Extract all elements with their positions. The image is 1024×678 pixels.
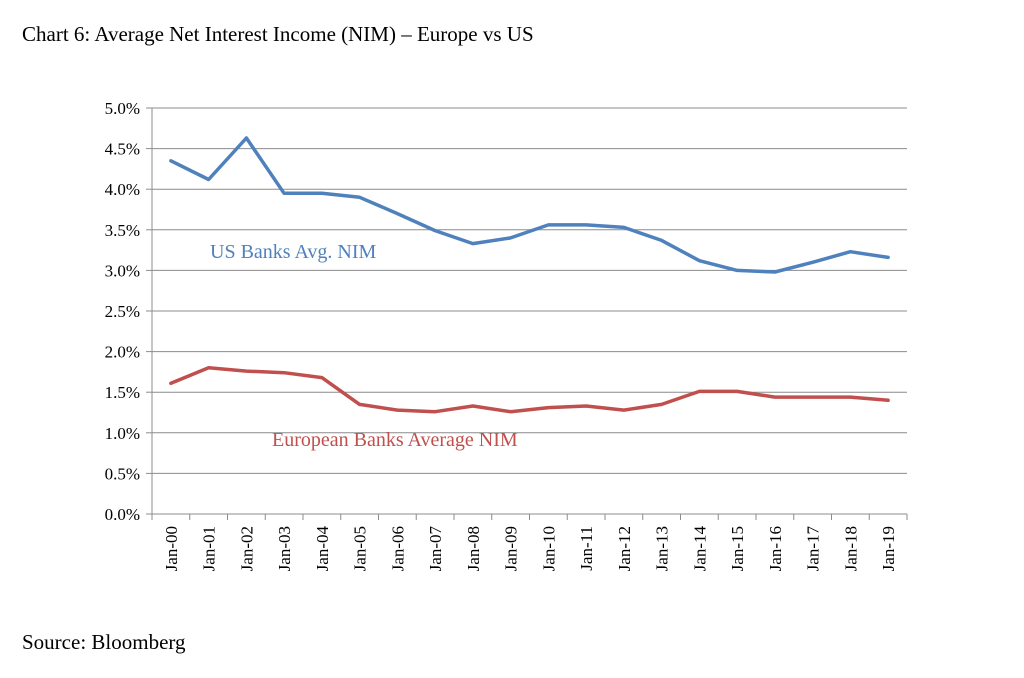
x-tick-label: Jan-05 (351, 526, 370, 571)
x-tick-label: Jan-07 (426, 526, 445, 572)
chart-title: Chart 6: Average Net Interest Income (NI… (22, 22, 534, 46)
y-tick-label: 3.0% (105, 261, 140, 280)
y-tick-label: 1.0% (105, 424, 140, 443)
y-tick-label: 4.5% (105, 140, 140, 159)
x-tick-label: Jan-14 (690, 526, 709, 572)
x-tick-label: Jan-03 (275, 526, 294, 571)
x-tick-label: Jan-12 (615, 526, 634, 571)
x-tick-label: Jan-15 (728, 526, 747, 571)
x-tick-label: Jan-06 (388, 526, 407, 571)
x-tick-label: Jan-17 (804, 526, 823, 572)
y-tick-label: 3.5% (105, 221, 140, 240)
y-tick-label: 0.0% (105, 505, 140, 524)
x-tick-label: Jan-08 (464, 526, 483, 571)
x-tick-label: Jan-02 (237, 526, 256, 571)
x-tick-label: Jan-18 (841, 526, 860, 571)
x-tick-label: Jan-10 (539, 526, 558, 571)
y-tick-label: 5.0% (105, 99, 140, 118)
us-series-line (169, 136, 890, 274)
x-tick-label: Jan-13 (653, 526, 672, 571)
axes (146, 107, 908, 520)
x-tick-label: Jan-11 (577, 526, 596, 571)
x-tick-label: Jan-19 (879, 526, 898, 571)
y-tick-label: 4.0% (105, 180, 140, 199)
x-tick-label: Jan-00 (162, 526, 181, 571)
y-tick-label: 0.5% (105, 464, 140, 483)
series-labels: US Banks Avg. NIM European Banks Average … (210, 241, 518, 451)
x-tick-labels: Jan-00 Jan-01 Jan-02 Jan-03 Jan-04 Jan-05 Jan-… (162, 526, 898, 572)
series-lines (169, 136, 890, 414)
europe-series-label: European Banks Average NIM (272, 429, 518, 451)
x-tick-label: Jan-04 (313, 526, 332, 572)
y-tick-label: 2.5% (105, 302, 140, 321)
source-note: Source: Bloomberg (22, 630, 186, 654)
y-tick-labels: 0.0% 0.5% 1.0% 1.5% 2.0% 2.5% 3.0% 3.5% 4.0% 4.5%… (105, 99, 140, 524)
y-tick-label: 2.0% (105, 343, 140, 362)
x-tick-label: Jan-01 (200, 526, 219, 571)
gridlines (152, 107, 907, 474)
x-tick-label: Jan-16 (766, 526, 785, 571)
us-series-label: US Banks Avg. NIM (210, 241, 377, 263)
x-tick-label: Jan-09 (502, 526, 521, 571)
y-tick-label: 1.5% (105, 383, 140, 402)
europe-series-line (169, 366, 890, 414)
